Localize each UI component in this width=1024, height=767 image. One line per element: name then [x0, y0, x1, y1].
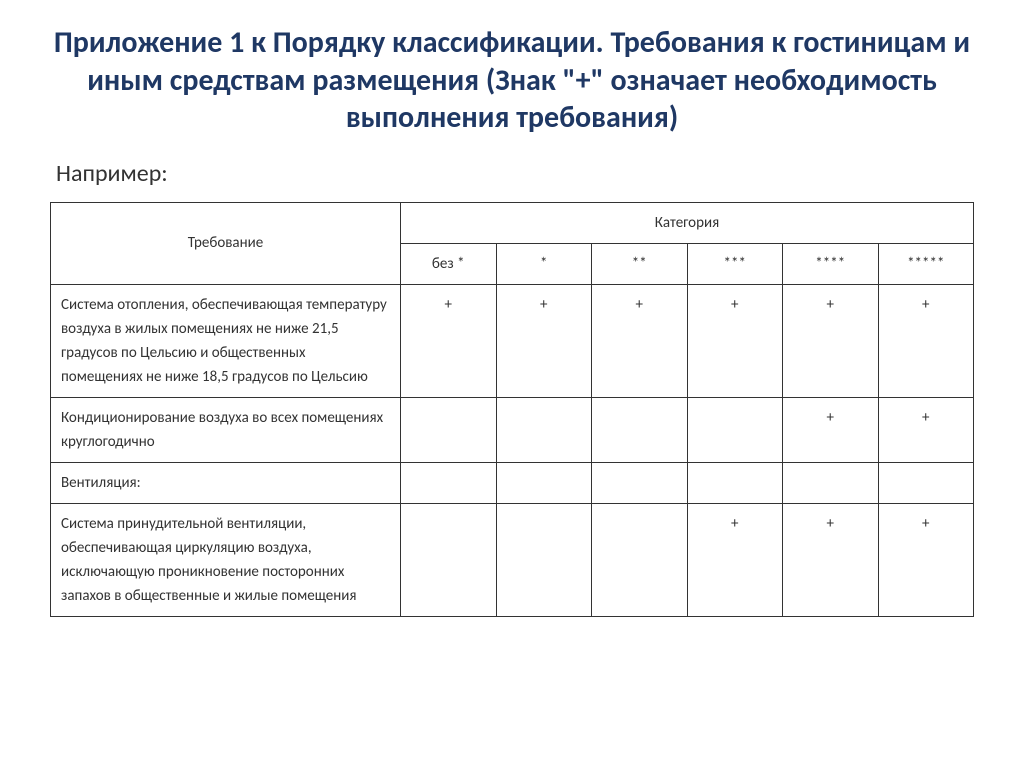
table-row: Система принудительной вентиляции, обесп… [51, 503, 974, 616]
header-category: Категория [401, 202, 974, 243]
requirement-cell: Кондиционирование воздуха во всех помеще… [51, 397, 401, 462]
table-row: Система отопления, обеспечивающая темпер… [51, 284, 974, 397]
mark-cell: + [687, 503, 783, 616]
mark-cell [783, 462, 879, 503]
mark-cell [496, 462, 592, 503]
mark-cell: + [783, 503, 879, 616]
table-row: Вентиляция: [51, 462, 974, 503]
mark-cell [687, 462, 783, 503]
table-row: Кондиционирование воздуха во всех помеще… [51, 397, 974, 462]
header-cat-5: ***** [878, 243, 974, 284]
mark-cell [592, 397, 688, 462]
mark-cell: + [401, 284, 497, 397]
example-label: Например: [56, 159, 974, 188]
header-cat-2: ** [592, 243, 688, 284]
page-title: Приложение 1 к Порядку классификации. Тр… [50, 24, 974, 137]
mark-cell [496, 397, 592, 462]
header-cat-1: * [496, 243, 592, 284]
mark-cell [592, 462, 688, 503]
requirement-cell: Система принудительной вентиляции, обесп… [51, 503, 401, 616]
mark-cell: + [496, 284, 592, 397]
mark-cell: + [783, 284, 879, 397]
header-cat-0: без * [401, 243, 497, 284]
requirement-cell: Система отопления, обеспечивающая темпер… [51, 284, 401, 397]
mark-cell [401, 462, 497, 503]
mark-cell: + [783, 397, 879, 462]
requirements-table: Требование Категория без * * ** *** ****… [50, 202, 974, 617]
mark-cell: + [592, 284, 688, 397]
mark-cell: + [878, 284, 974, 397]
mark-cell: + [687, 284, 783, 397]
mark-cell: + [878, 397, 974, 462]
table-header-row-1: Требование Категория [51, 202, 974, 243]
mark-cell [496, 503, 592, 616]
header-cat-4: **** [783, 243, 879, 284]
mark-cell [401, 503, 497, 616]
mark-cell [592, 503, 688, 616]
mark-cell [401, 397, 497, 462]
header-cat-3: *** [687, 243, 783, 284]
requirement-cell: Вентиляция: [51, 462, 401, 503]
header-requirement: Требование [51, 202, 401, 284]
mark-cell: + [878, 503, 974, 616]
mark-cell [878, 462, 974, 503]
mark-cell [687, 397, 783, 462]
